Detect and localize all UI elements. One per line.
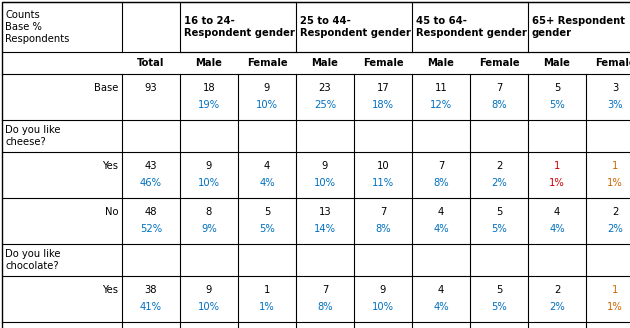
- Text: 1%: 1%: [607, 178, 623, 188]
- Text: 5: 5: [554, 83, 560, 93]
- Text: 10%: 10%: [198, 178, 220, 188]
- Text: 2: 2: [554, 285, 560, 295]
- Text: Total: Total: [137, 58, 164, 68]
- Text: 11: 11: [435, 83, 447, 93]
- Text: 7: 7: [438, 161, 444, 171]
- Text: 4: 4: [554, 207, 560, 217]
- Text: Do you like
cheese?: Do you like cheese?: [5, 125, 60, 147]
- Text: Male: Male: [312, 58, 338, 68]
- Text: 1: 1: [264, 285, 270, 295]
- Text: 25%: 25%: [314, 100, 336, 110]
- Text: 43: 43: [145, 161, 158, 171]
- Text: 7: 7: [496, 83, 502, 93]
- Text: 19%: 19%: [198, 100, 220, 110]
- Text: 1%: 1%: [607, 302, 623, 312]
- Text: 9%: 9%: [201, 224, 217, 234]
- Text: 10: 10: [377, 161, 389, 171]
- Text: Yes: Yes: [102, 285, 118, 295]
- Text: 52%: 52%: [140, 224, 162, 234]
- Text: 65+ Respondent
gender: 65+ Respondent gender: [532, 16, 625, 38]
- Text: 11%: 11%: [372, 178, 394, 188]
- Text: 7: 7: [380, 207, 386, 217]
- Text: Yes: Yes: [102, 161, 118, 171]
- Text: 10%: 10%: [372, 302, 394, 312]
- Text: 41%: 41%: [140, 302, 162, 312]
- Text: 4: 4: [264, 161, 270, 171]
- Text: 10%: 10%: [314, 178, 336, 188]
- Text: Do you like
chocolate?: Do you like chocolate?: [5, 249, 60, 271]
- Text: 5: 5: [496, 285, 502, 295]
- Text: 3: 3: [612, 83, 618, 93]
- Text: 13: 13: [319, 207, 331, 217]
- Text: 25 to 44-
Respondent gender: 25 to 44- Respondent gender: [300, 16, 411, 38]
- Text: 5: 5: [496, 207, 502, 217]
- Text: 8%: 8%: [375, 224, 391, 234]
- Text: 1%: 1%: [549, 178, 565, 188]
- Text: 10%: 10%: [256, 100, 278, 110]
- Text: 8%: 8%: [317, 302, 333, 312]
- Text: 14%: 14%: [314, 224, 336, 234]
- Text: 7: 7: [322, 285, 328, 295]
- Text: 1%: 1%: [259, 302, 275, 312]
- Text: 2: 2: [496, 161, 502, 171]
- Text: 1: 1: [612, 161, 618, 171]
- Text: No: No: [105, 207, 118, 217]
- Text: Base: Base: [94, 83, 118, 93]
- Text: Female: Female: [363, 58, 403, 68]
- Text: 2%: 2%: [549, 302, 565, 312]
- Text: Male: Male: [428, 58, 454, 68]
- Text: 2: 2: [612, 207, 618, 217]
- Text: 4%: 4%: [549, 224, 565, 234]
- Text: 18: 18: [203, 83, 215, 93]
- Text: 5%: 5%: [491, 302, 507, 312]
- Text: Counts
Base %
Respondents: Counts Base % Respondents: [5, 10, 69, 44]
- Text: 4%: 4%: [259, 178, 275, 188]
- Text: 5%: 5%: [259, 224, 275, 234]
- Text: 38: 38: [145, 285, 158, 295]
- Text: 4%: 4%: [433, 224, 449, 234]
- Text: 16 to 24-
Respondent gender: 16 to 24- Respondent gender: [184, 16, 295, 38]
- Text: 1: 1: [554, 161, 560, 171]
- Text: 4: 4: [438, 285, 444, 295]
- Text: 23: 23: [319, 83, 331, 93]
- Text: 5%: 5%: [549, 100, 565, 110]
- Text: 9: 9: [322, 161, 328, 171]
- Text: 45 to 64-
Respondent gender: 45 to 64- Respondent gender: [416, 16, 527, 38]
- Text: 10%: 10%: [198, 302, 220, 312]
- Text: 2%: 2%: [491, 178, 507, 188]
- Text: Female: Female: [479, 58, 519, 68]
- Text: 18%: 18%: [372, 100, 394, 110]
- Text: 93: 93: [145, 83, 158, 93]
- Text: Female: Female: [595, 58, 630, 68]
- Text: 48: 48: [145, 207, 158, 217]
- Text: 1: 1: [612, 285, 618, 295]
- Text: Male: Male: [195, 58, 222, 68]
- Text: 12%: 12%: [430, 100, 452, 110]
- Text: Female: Female: [247, 58, 287, 68]
- Text: 9: 9: [206, 161, 212, 171]
- Text: 4: 4: [438, 207, 444, 217]
- Text: 8%: 8%: [491, 100, 507, 110]
- Text: Male: Male: [544, 58, 570, 68]
- Text: 9: 9: [206, 285, 212, 295]
- Text: 5: 5: [264, 207, 270, 217]
- Text: 9: 9: [264, 83, 270, 93]
- Text: 9: 9: [380, 285, 386, 295]
- Text: 5%: 5%: [491, 224, 507, 234]
- Text: 4%: 4%: [433, 302, 449, 312]
- Text: 3%: 3%: [607, 100, 623, 110]
- Text: 46%: 46%: [140, 178, 162, 188]
- Text: 8%: 8%: [433, 178, 449, 188]
- Text: 2%: 2%: [607, 224, 623, 234]
- Text: 17: 17: [377, 83, 389, 93]
- Text: 8: 8: [206, 207, 212, 217]
